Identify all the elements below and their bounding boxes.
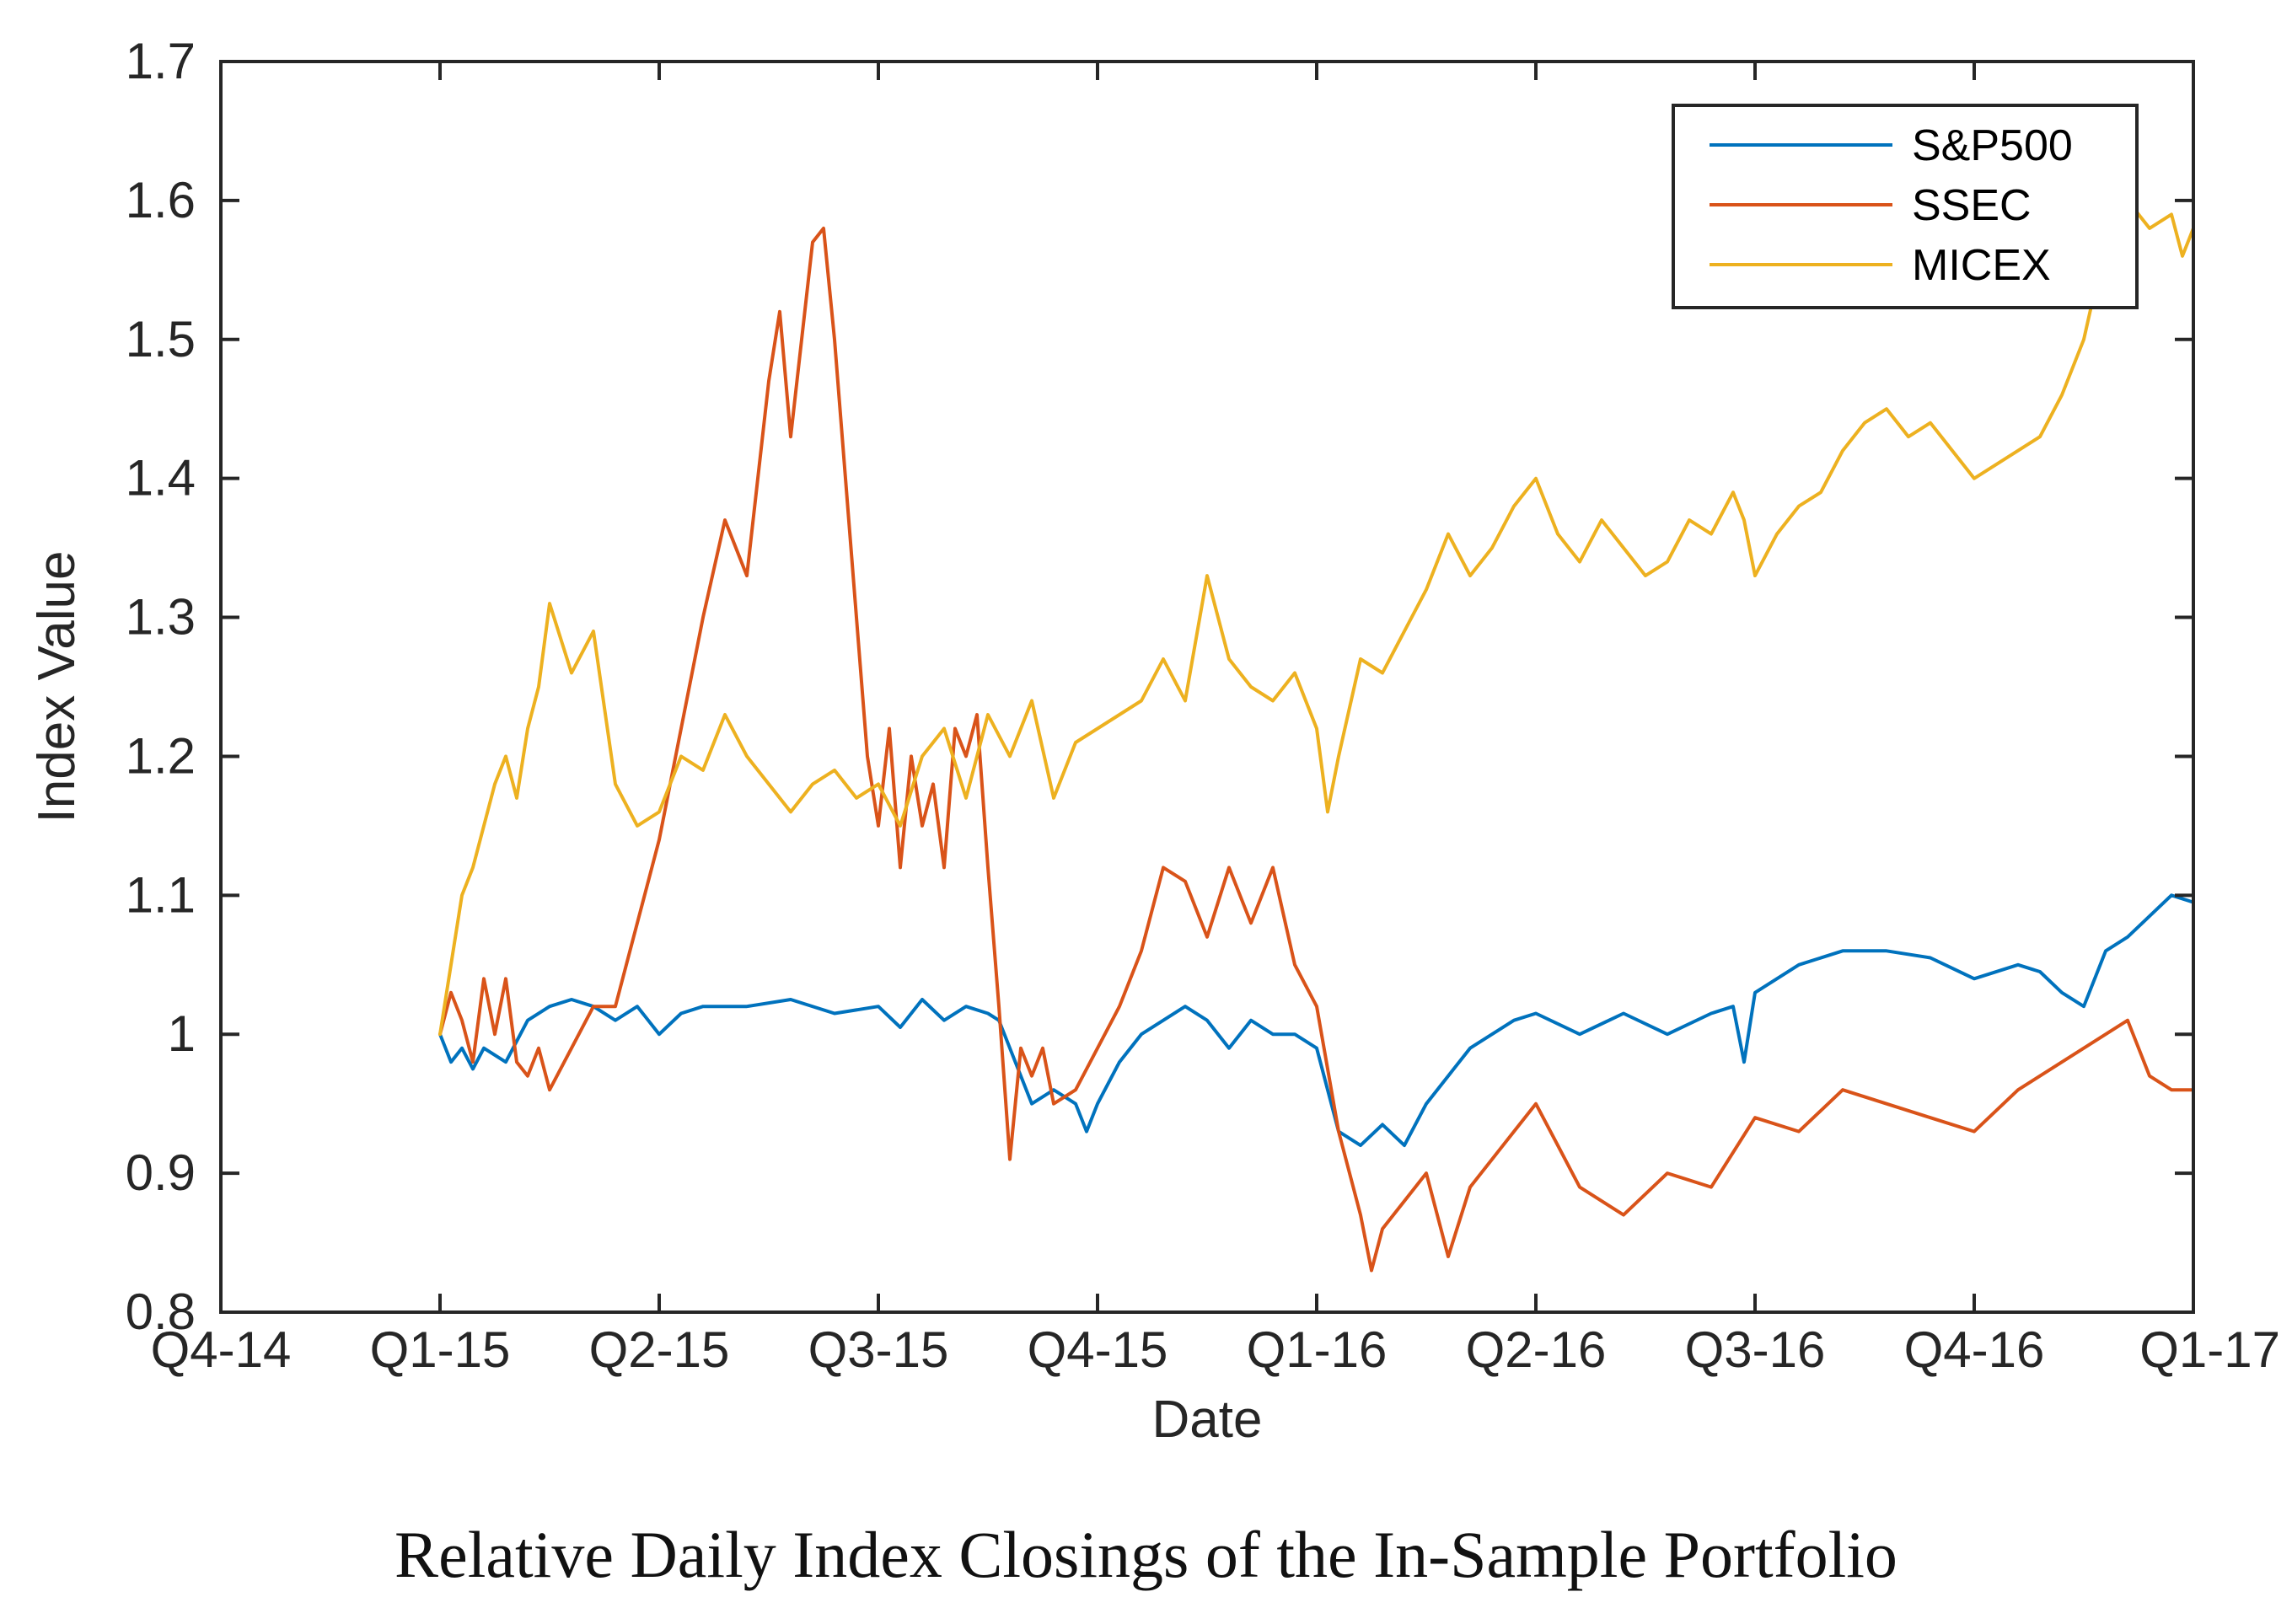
x-tick-label: Q1-17 <box>2139 1321 2280 1378</box>
x-tick-label: Q2-16 <box>1466 1321 1607 1378</box>
legend-label-ssec: SSEC <box>1912 181 2032 230</box>
figure-caption: Relative Daily Index Closings of the In-… <box>395 1518 1897 1591</box>
y-tick-label: 1.3 <box>126 589 196 646</box>
legend-label-micex: MICEX <box>1912 241 2051 290</box>
x-tick-label: Q4-15 <box>1028 1321 1168 1378</box>
y-tick-label: 1.5 <box>126 311 196 367</box>
y-tick-label: 1.1 <box>126 866 196 923</box>
x-tick-label: Q3-15 <box>808 1321 949 1378</box>
series-lines <box>438 198 2195 1273</box>
series-line-ssec <box>438 226 2195 1273</box>
y-tick-label: 1.7 <box>126 33 196 89</box>
y-tick-label: 0.8 <box>126 1284 196 1340</box>
series-line-micex <box>438 198 2195 1037</box>
y-tick-label: 1.6 <box>126 172 196 228</box>
y-axis-title: Index Value <box>28 551 86 823</box>
y-tick-label: 0.9 <box>126 1144 196 1201</box>
x-axis-title: Date <box>1152 1391 1263 1449</box>
x-tick-label: Q4-14 <box>151 1321 292 1378</box>
x-tick-label: Q1-15 <box>370 1321 511 1378</box>
y-tick-label: 1.2 <box>126 727 196 784</box>
x-tick-label: Q2-15 <box>589 1321 730 1378</box>
legend-label-sp500: S&P500 <box>1912 121 2073 170</box>
x-axis-tick-labels: Q4-14 Q1-15 Q2-15 Q3-15 Q4-15 Q1-16 Q2-16 Q3-16… <box>151 1321 2280 1378</box>
y-tick-label: 1.4 <box>126 450 196 506</box>
tick-marks <box>219 60 2195 1314</box>
plot-frame <box>219 60 2195 1314</box>
legend: S&P500 SSEC MICEX <box>1672 104 2139 309</box>
y-tick-label: 1 <box>168 1005 196 1062</box>
y-axis-tick-labels: 0.8 0.9 1 1.1 1.2 1.3 1.4 1.5 1.6 1.7 <box>126 33 196 1340</box>
x-tick-label: Q4-16 <box>1904 1321 2045 1378</box>
x-tick-label: Q1-16 <box>1247 1321 1388 1378</box>
series-line-sp500 <box>438 893 2195 1148</box>
x-tick-label: Q3-16 <box>1685 1321 1826 1378</box>
